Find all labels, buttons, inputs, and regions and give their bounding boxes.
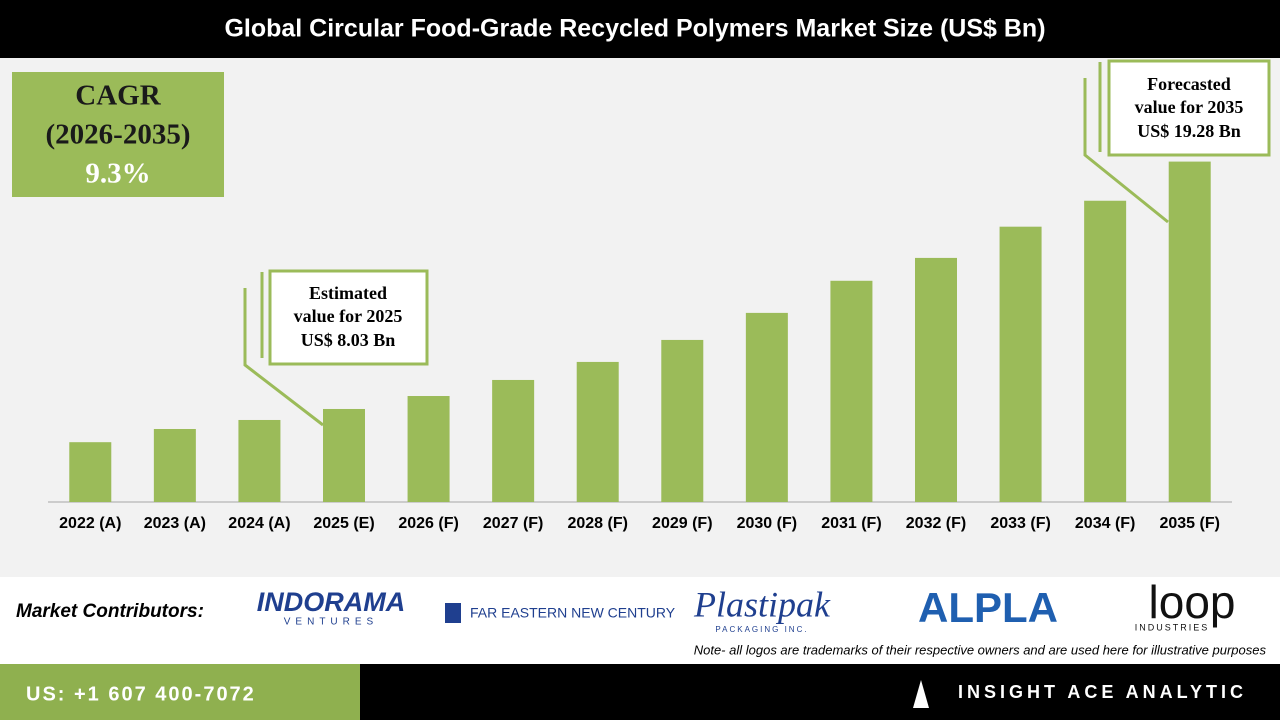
callout-text: value for 2025 — [294, 306, 403, 326]
x-tick-label: 2025 (E) — [313, 515, 374, 532]
logo-sub: PACKAGING INC. — [715, 625, 808, 634]
title-bar — [0, 0, 1280, 58]
x-tick-label: 2026 (F) — [398, 515, 458, 532]
bar — [745, 312, 788, 502]
logo-sub: INDUSTRIES — [1135, 622, 1210, 632]
callout-text: Estimated — [309, 283, 387, 303]
bar — [999, 226, 1042, 502]
logo: FAR EASTERN NEW CENTURY — [470, 605, 676, 621]
bar — [915, 257, 957, 502]
bar — [661, 339, 704, 502]
bar — [323, 408, 365, 502]
phone: US: +1 607 400-7072 — [26, 683, 256, 705]
bar — [69, 442, 112, 502]
footer-brand-bg — [360, 664, 1280, 720]
callout-text: US$ 8.03 Bn — [301, 330, 396, 350]
footer-phone-bg — [0, 664, 360, 720]
x-tick-label: 2027 (F) — [483, 515, 543, 532]
logo: ALPLA — [918, 584, 1058, 631]
x-tick-label: 2022 (A) — [59, 515, 121, 532]
callout-text: Forecasted — [1147, 74, 1231, 94]
cagr-box — [12, 72, 224, 197]
bar — [830, 280, 873, 502]
contributors-label: Market Contributors: — [16, 601, 204, 622]
x-tick-label: 2024 (A) — [228, 515, 290, 532]
callout-text: US$ 19.28 Bn — [1137, 121, 1241, 141]
forecast-callout — [1107, 59, 1271, 157]
estimate-callout — [268, 269, 429, 366]
x-tick-label: 2031 (F) — [821, 515, 881, 532]
logo: INDORAMA — [257, 587, 406, 617]
x-tick-label: 2034 (F) — [1075, 515, 1135, 532]
callout-text: value for 2035 — [1135, 97, 1244, 117]
x-tick-label: 2035 (F) — [1159, 515, 1219, 532]
cagr-label: CAGR — [75, 80, 161, 112]
cagr-value: 9.3% — [85, 158, 150, 190]
chart-title: Global Circular Food-Grade Recycled Poly… — [224, 15, 1045, 43]
brand-icon — [913, 680, 929, 708]
bar — [576, 361, 619, 502]
x-tick-label: 2028 (F) — [567, 515, 627, 532]
bar — [238, 419, 281, 502]
callout-connector — [243, 288, 324, 427]
cagr-period: (2026-2035) — [46, 119, 191, 151]
note: Note- all logos are trademarks of their … — [694, 642, 1267, 657]
x-tick-label: 2023 (A) — [144, 515, 206, 532]
x-tick-label: 2032 (F) — [906, 515, 966, 532]
logo-sub: VENTURES — [284, 617, 378, 628]
bar — [1084, 200, 1127, 502]
bar — [153, 428, 196, 502]
x-tick-label: 2029 (F) — [652, 515, 712, 532]
bar — [407, 396, 450, 502]
callout-connector — [1083, 78, 1169, 224]
x-tick-label: 2033 (F) — [990, 515, 1050, 532]
x-tick-label: 2030 (F) — [737, 515, 797, 532]
bar — [1168, 161, 1211, 502]
bar — [492, 379, 535, 502]
logo-icon — [445, 603, 461, 623]
logo: loop — [1149, 576, 1236, 628]
logo: Plastipak — [693, 584, 831, 624]
brand: INSIGHT ACE ANALYTIC — [958, 682, 1247, 702]
